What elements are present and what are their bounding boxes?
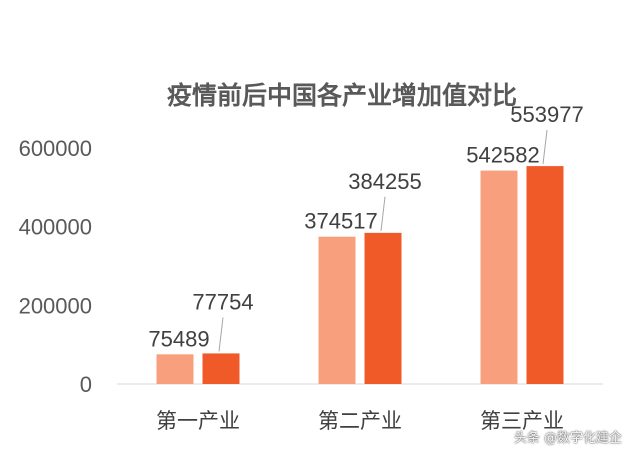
y-axis-ticks: 0 200000 400000 600000 (19, 136, 92, 397)
x-category-label: 第三产业 (480, 409, 564, 433)
bar-s1-3 (480, 170, 518, 384)
leader-line-1 (218, 317, 224, 352)
bar-s2-1 (202, 353, 240, 384)
x-category-label: 第二产业 (318, 409, 402, 433)
y-tick-label: 200000 (19, 293, 92, 318)
data-labels: 75489 77754 374517 384255 542582 553977 (148, 102, 583, 351)
chart-title: 疫情前后中国各产业增加值对比 (167, 81, 517, 110)
leader-lines (218, 130, 548, 352)
x-category-label: 第一产业 (156, 409, 240, 433)
x-axis-categories: 第一产业 第二产业 第三产业 (156, 409, 564, 433)
bar-s1-2 (318, 236, 356, 384)
bar-s1-1 (156, 354, 194, 384)
data-label-s1-1: 75489 (148, 326, 209, 351)
y-tick-label: 600000 (19, 136, 92, 161)
data-label-s2-3: 553977 (510, 102, 583, 127)
data-label-s2-1: 77754 (192, 289, 253, 314)
y-tick-label: 0 (80, 372, 92, 397)
bar-s2-2 (364, 232, 402, 384)
leader-line-3 (542, 130, 548, 165)
data-label-s1-3: 542582 (466, 143, 539, 168)
leader-line-2 (380, 196, 386, 231)
data-label-s2-2: 384255 (348, 169, 421, 194)
y-tick-label: 400000 (19, 215, 92, 240)
bars (156, 166, 564, 384)
bar-s2-3 (526, 166, 564, 384)
data-label-s1-2: 374517 (304, 209, 377, 234)
watermark: 头条 @数字化建企 (513, 431, 622, 446)
